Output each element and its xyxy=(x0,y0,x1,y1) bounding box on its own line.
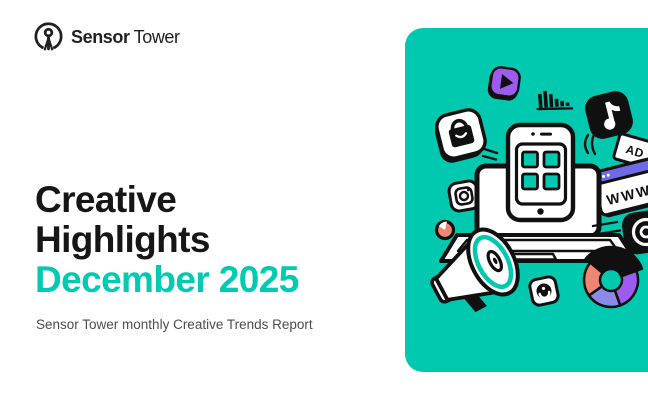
illustration-panel: AD WWW xyxy=(405,28,648,372)
title-line-2: Highlights xyxy=(35,219,210,260)
donut-chart-icon xyxy=(582,245,644,309)
play-icon xyxy=(487,66,521,101)
logo-word-tower: Tower xyxy=(133,27,180,47)
coral-ball xyxy=(434,219,456,241)
title-line-3: December 2025 xyxy=(35,259,299,300)
www-browser-window: WWW xyxy=(591,157,648,218)
eye-icon xyxy=(528,275,560,307)
report-subtitle: Sensor Tower monthly Creative Trends Rep… xyxy=(36,317,313,332)
sensor-tower-logo-icon xyxy=(34,22,63,51)
bar-chart-icon xyxy=(536,90,574,111)
speed-lines-right xyxy=(591,220,622,236)
megaphone-icon xyxy=(430,227,520,313)
ad-card-label: AD xyxy=(624,142,645,161)
title-line-1: Creative xyxy=(35,179,177,220)
sensor-tower-logo: Sensor Tower xyxy=(32,21,180,54)
logo-text: Sensor Tower xyxy=(71,27,180,48)
shopping-bag-icon xyxy=(434,108,487,163)
page-title: Creative Highlights December 2025 xyxy=(35,180,299,300)
tiktok-icon xyxy=(585,91,633,139)
creative-illustration: AD WWW xyxy=(430,66,648,313)
logo-word-sensor: Sensor xyxy=(71,27,130,47)
smartphone xyxy=(505,122,576,223)
swoosh-lines xyxy=(583,131,597,156)
